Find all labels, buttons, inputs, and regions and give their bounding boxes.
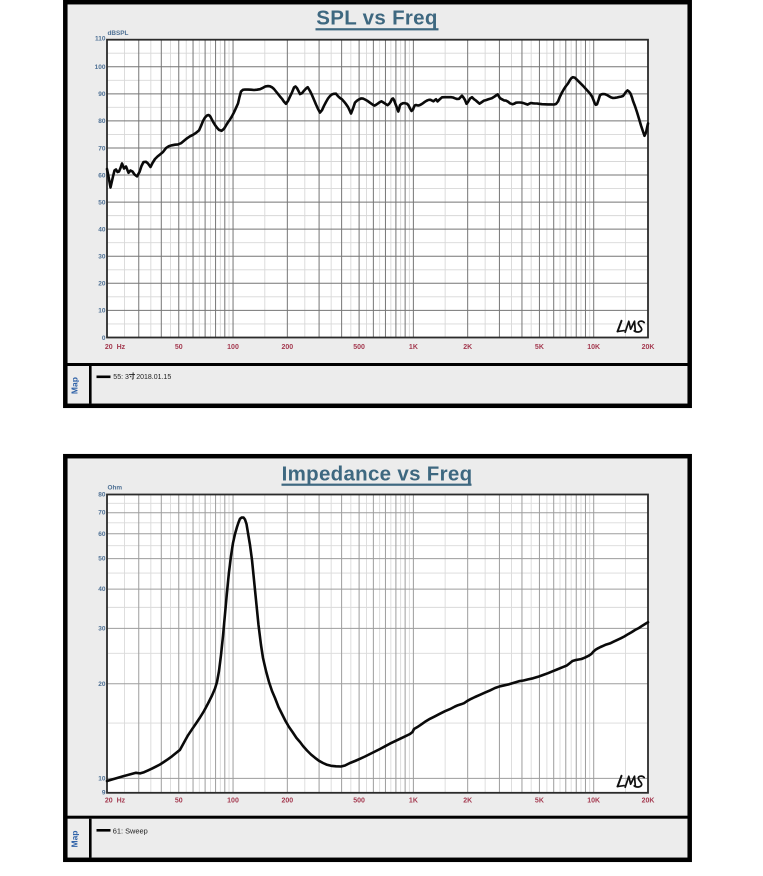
svg-text:dBSPL: dBSPL	[108, 30, 129, 37]
svg-text:80: 80	[98, 118, 106, 125]
svg-text:100: 100	[227, 797, 239, 804]
svg-text:80: 80	[98, 492, 106, 499]
svg-text:30: 30	[98, 625, 106, 632]
svg-text:0: 0	[102, 335, 106, 342]
svg-text:70: 70	[98, 145, 106, 152]
svg-text:60: 60	[98, 172, 106, 179]
svg-text:20: 20	[98, 281, 106, 288]
svg-text:2K: 2K	[463, 344, 472, 351]
svg-text:1K: 1K	[409, 797, 418, 804]
svg-text:100: 100	[95, 64, 106, 71]
svg-text:50: 50	[175, 797, 183, 804]
svg-text:10K: 10K	[587, 344, 600, 351]
svg-text:20K: 20K	[642, 344, 655, 351]
svg-text:2018.01.15: 2018.01.15	[136, 374, 171, 381]
svg-text:SPL vs Freq: SPL vs Freq	[316, 7, 437, 30]
svg-text:50: 50	[175, 344, 183, 351]
svg-text:5K: 5K	[535, 797, 544, 804]
svg-text:200: 200	[281, 344, 293, 351]
svg-text:5K: 5K	[535, 344, 544, 351]
svg-text:40: 40	[98, 227, 106, 234]
svg-text:90: 90	[98, 91, 106, 98]
svg-text:20 Hz: 20 Hz	[105, 344, 126, 351]
svg-text:20K: 20K	[642, 797, 655, 804]
svg-text:Map: Map	[70, 377, 80, 394]
svg-text:2K: 2K	[463, 797, 472, 804]
svg-text:Map: Map	[70, 831, 80, 848]
svg-text:110: 110	[95, 36, 106, 43]
svg-text:10: 10	[98, 308, 106, 315]
svg-text:9: 9	[102, 790, 106, 797]
svg-text:50: 50	[98, 199, 106, 206]
svg-text:500: 500	[353, 344, 365, 351]
svg-text:50: 50	[98, 556, 106, 563]
svg-text:30: 30	[98, 254, 106, 261]
svg-text:100: 100	[227, 344, 239, 351]
svg-text:70: 70	[98, 510, 106, 517]
svg-text:10: 10	[98, 775, 106, 782]
svg-text:Impedance vs Freq: Impedance vs Freq	[282, 463, 473, 486]
svg-text:40: 40	[98, 586, 106, 593]
svg-text:61: Sweep: 61: Sweep	[113, 827, 148, 836]
svg-text:20 Hz: 20 Hz	[105, 797, 126, 804]
svg-text:55: 3: 55: 3	[113, 374, 129, 381]
svg-text:10K: 10K	[587, 797, 600, 804]
svg-text:200: 200	[281, 797, 293, 804]
svg-text:20: 20	[98, 681, 106, 688]
svg-text:500: 500	[353, 797, 365, 804]
svg-text:Ohm: Ohm	[108, 485, 123, 492]
svg-text:1K: 1K	[409, 344, 418, 351]
svg-text:60: 60	[98, 531, 106, 538]
